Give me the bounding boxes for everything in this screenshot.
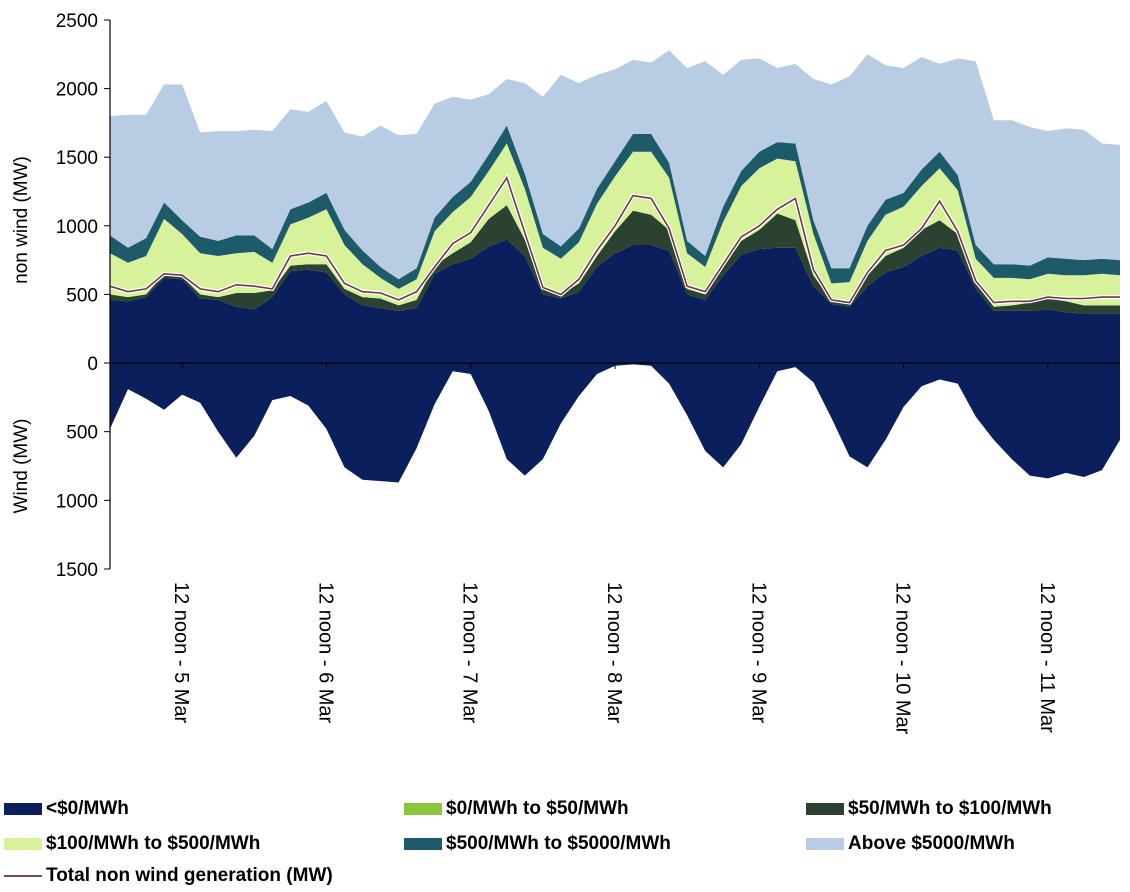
legend-line-swatch bbox=[4, 875, 42, 877]
x-tick-label: 12 noon - 8 Mar bbox=[603, 582, 625, 724]
x-tick-label: 12 noon - 11 Mar bbox=[1036, 582, 1058, 733]
legend-swatch bbox=[806, 803, 844, 815]
y-tick-label: 1000 bbox=[56, 491, 98, 512]
legend-item-total: Total non wind generation (MW) bbox=[4, 865, 333, 887]
y-axis-title-bottom: Wind (MW) bbox=[11, 419, 32, 514]
y-tick-label: 0 bbox=[87, 354, 98, 375]
x-tick-label: 12 noon - 5 Mar bbox=[170, 582, 192, 724]
x-tick-label: 12 noon - 9 Mar bbox=[747, 582, 769, 724]
legend-label: <$0/MWh bbox=[46, 798, 129, 819]
legend-item-above-5000: Above $5000/MWh bbox=[806, 833, 1015, 855]
legend-swatch bbox=[806, 838, 844, 850]
total-line-layer bbox=[109, 173, 1120, 305]
x-tick-label: 12 noon - 6 Mar bbox=[314, 582, 336, 724]
legend-item-100-500: $100/MWh to $500/MWh bbox=[4, 833, 260, 855]
area-below-zero bbox=[110, 239, 1120, 363]
chart: 0 500 1000 1500 2000 2500 500 1000 1500 12 noon … bbox=[11, 11, 1120, 735]
area-500-5000 bbox=[110, 125, 1120, 289]
y-tick-label: 2500 bbox=[56, 11, 98, 32]
legend-label: $50/MWh to $100/MWh bbox=[848, 798, 1052, 819]
legend-item-below-zero: <$0/MWh bbox=[4, 798, 129, 820]
legend-swatch bbox=[404, 838, 442, 850]
y-tick-label: 500 bbox=[66, 285, 98, 306]
top-area-layers bbox=[110, 50, 1120, 363]
wind-area-layer bbox=[110, 363, 1120, 483]
legend-swatch bbox=[404, 803, 442, 815]
legend-item-50-100: $50/MWh to $100/MWh bbox=[806, 798, 1052, 820]
y-tick-labels: 0 500 1000 1500 2000 2500 500 1000 1500 bbox=[56, 11, 110, 581]
x-tick-label: 12 noon - 10 Mar bbox=[892, 582, 914, 735]
legend-label: Above $5000/MWh bbox=[848, 833, 1015, 854]
legend-label: $0/MWh to $50/MWh bbox=[446, 798, 629, 819]
total-line bbox=[109, 175, 1120, 304]
y-tick-label: 1500 bbox=[56, 148, 98, 169]
area-above-5000 bbox=[110, 50, 1120, 280]
x-tick-labels: 12 noon - 5 Mar 12 noon - 6 Mar 12 noon - … bbox=[170, 363, 1058, 735]
area-wind bbox=[110, 363, 1120, 483]
y-tick-label: 1000 bbox=[56, 217, 98, 238]
y-tick-label: 2000 bbox=[56, 80, 98, 101]
y-tick-label: 500 bbox=[66, 423, 98, 444]
y-axis-title-top: non wind (MW) bbox=[11, 156, 32, 284]
legend-swatch bbox=[4, 838, 42, 850]
legend-label: $100/MWh to $500/MWh bbox=[46, 833, 261, 854]
legend-label: Total non wind generation (MW) bbox=[46, 865, 333, 886]
legend-swatch bbox=[4, 803, 42, 815]
x-tick-label: 12 noon - 7 Mar bbox=[459, 582, 481, 724]
legend-label: $500/MWh to $5000/MWh bbox=[446, 833, 671, 854]
y-tick-label: 1500 bbox=[56, 560, 98, 581]
legend: <$0/MWh $0/MWh to $50/MWh $50/MWh to $10… bbox=[0, 780, 1130, 892]
legend-item-0-50: $0/MWh to $50/MWh bbox=[404, 798, 629, 820]
legend-item-500-5000: $500/MWh to $5000/MWh bbox=[404, 833, 671, 855]
